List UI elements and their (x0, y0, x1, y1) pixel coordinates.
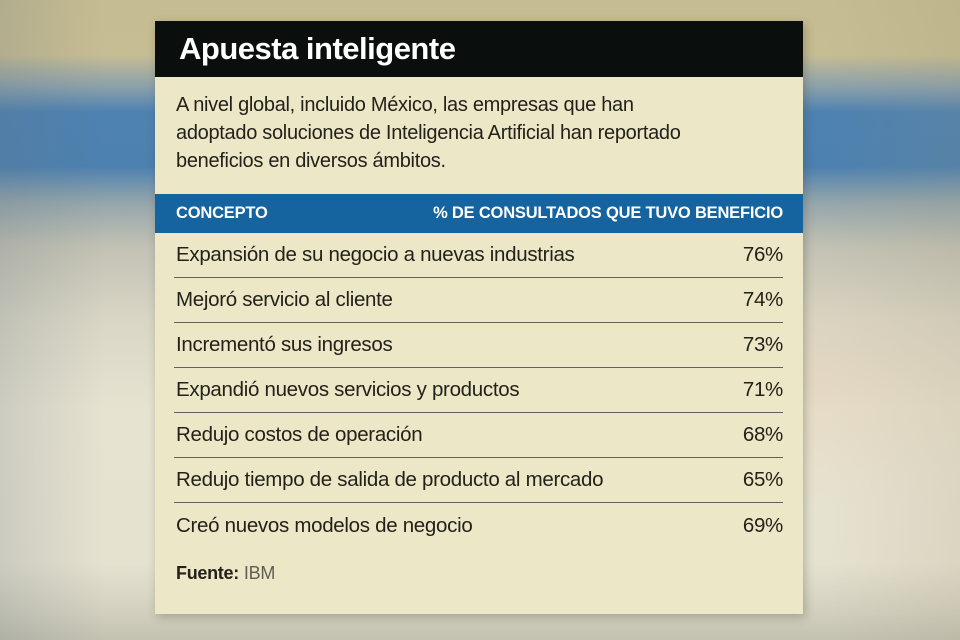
table-header-row: CONCEPTO % DE CONSULTADOS QUE TUVO BENEF… (155, 194, 803, 233)
intro-line: adoptado soluciones de Inteligencia Arti… (176, 122, 681, 144)
intro-line: A nivel global, incluido México, las emp… (176, 94, 634, 116)
table-row: Creó nuevos modelos de negocio 69% (174, 503, 783, 548)
row-value: 74% (742, 288, 783, 311)
row-label: Incrementó sus ingresos (176, 333, 393, 356)
column-header-concept: CONCEPTO (176, 204, 268, 222)
row-label: Redujo costos de operación (176, 423, 423, 446)
row-label: Redujo tiempo de salida de producto al m… (176, 468, 604, 491)
table-row: Redujo costos de operación 68% (174, 413, 783, 458)
table-row: Mejoró servicio al cliente 74% (174, 278, 783, 323)
intro-line: beneficios en diversos ámbitos. (176, 150, 446, 172)
row-label: Creó nuevos modelos de negocio (176, 513, 473, 537)
table-row: Expandió nuevos servicios y productos 71… (174, 368, 783, 413)
row-label: Mejoró servicio al cliente (176, 288, 393, 311)
table-row: Redujo tiempo de salida de producto al m… (174, 458, 783, 503)
row-value: 68% (742, 423, 783, 446)
row-value: 69% (742, 513, 783, 537)
source-line: Fuente: IBM (155, 548, 803, 584)
table-row: Expansión de su negocio a nuevas industr… (174, 233, 783, 278)
infographic-card: Apuesta inteligente A nivel global, incl… (155, 21, 803, 614)
table-body: Expansión de su negocio a nuevas industr… (174, 233, 783, 548)
column-header-percent: % DE CONSULTADOS QUE TUVO BENEFICIO (433, 204, 783, 222)
row-value: 71% (742, 378, 783, 401)
page-title: Apuesta inteligente (179, 31, 456, 66)
row-value: 65% (742, 468, 783, 491)
table-row: Incrementó sus ingresos 73% (174, 323, 783, 368)
source-label: Fuente: (176, 563, 239, 583)
row-label: Expansión de su negocio a nuevas industr… (176, 243, 575, 266)
title-bar: Apuesta inteligente (155, 21, 803, 77)
source-value: IBM (243, 563, 276, 583)
row-value: 76% (742, 243, 783, 266)
row-label: Expandió nuevos servicios y productos (176, 378, 520, 401)
row-value: 73% (742, 333, 783, 356)
intro-paragraph: A nivel global, incluido México, las emp… (155, 77, 803, 194)
